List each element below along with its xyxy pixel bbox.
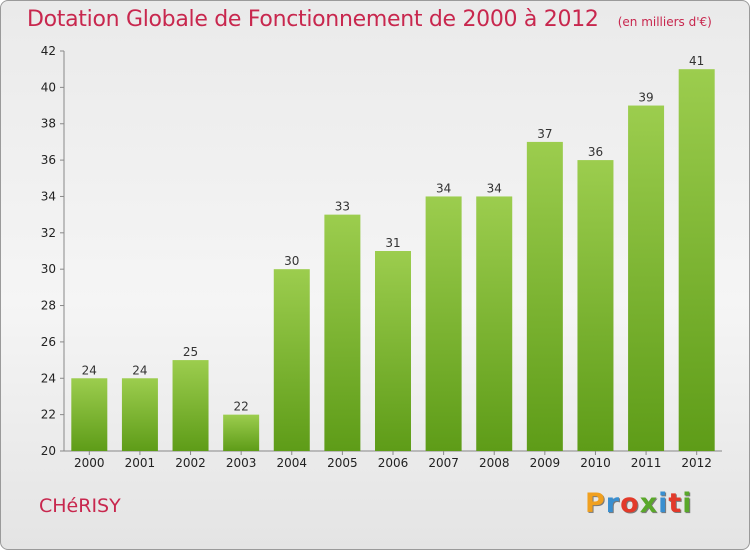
- x-tick-label: 2008: [479, 456, 510, 470]
- y-tick-label: 26: [41, 335, 56, 349]
- bar-value-label: 24: [132, 363, 147, 377]
- x-tick-label: 2009: [530, 456, 561, 470]
- bar: [172, 360, 209, 451]
- chart-title: Dotation Globale de Fonctionnement de 20…: [27, 7, 599, 32]
- y-tick-label: 36: [41, 153, 56, 167]
- bar: [678, 69, 715, 451]
- commune-name: CHéRISY: [39, 495, 121, 517]
- bar: [324, 214, 361, 451]
- bar-value-label: 24: [82, 363, 97, 377]
- y-tick-label: 22: [41, 408, 56, 422]
- bar-value-label: 39: [638, 91, 653, 105]
- y-tick-label: 34: [41, 189, 56, 203]
- y-tick-label: 32: [41, 226, 56, 240]
- bar-value-label: 33: [335, 200, 350, 214]
- bar-value-label: 34: [487, 181, 502, 195]
- plot-area: 20 22 24 26 28 30 32 34 36 38 40 42 24 2000 24 2001 25 20…: [41, 44, 722, 470]
- chart-subtitle: (en milliers d'€): [617, 15, 712, 29]
- bar-value-label: 30: [284, 254, 299, 268]
- bar-value-label: 34: [436, 181, 451, 195]
- logo-letter: P: [585, 488, 606, 519]
- bar-value-label: 41: [689, 54, 704, 68]
- bar: [71, 378, 108, 451]
- logo-letter: x: [639, 488, 659, 519]
- x-tick-label: 2006: [378, 456, 409, 470]
- logo-letter: o: [620, 488, 640, 519]
- y-tick-label: 24: [41, 371, 56, 385]
- bar-value-label: 36: [588, 145, 603, 159]
- bar-value-label: 31: [385, 236, 400, 250]
- logo-letter: t: [668, 488, 683, 519]
- logo-letter: i: [658, 488, 669, 519]
- bar-value-label: 37: [537, 127, 552, 141]
- logo-letter: r: [605, 488, 621, 519]
- bar: [375, 251, 411, 451]
- y-tick-label: 38: [41, 117, 56, 131]
- x-tick-label: 2000: [74, 456, 105, 470]
- logo-letter: i: [682, 488, 693, 519]
- x-tick-label: 2010: [580, 456, 611, 470]
- bar: [476, 196, 513, 451]
- x-tick-label: 2004: [276, 456, 307, 470]
- bar: [273, 269, 310, 451]
- proxiti-logo[interactable]: Proxiti: [585, 488, 693, 519]
- x-tick-label: 2007: [428, 456, 459, 470]
- x-tick-label: 2002: [175, 456, 206, 470]
- x-tick-label: 2011: [631, 456, 662, 470]
- bar-value-label: 25: [183, 345, 198, 359]
- bar: [425, 196, 462, 451]
- bar: [223, 414, 260, 451]
- bar-value-label: 22: [234, 400, 249, 414]
- x-tick-label: 2005: [327, 456, 358, 470]
- y-tick-label: 28: [41, 299, 56, 313]
- x-tick-label: 2012: [681, 456, 712, 470]
- bar: [526, 141, 563, 451]
- bar: [628, 105, 665, 451]
- y-tick-label: 20: [41, 444, 56, 458]
- y-tick-label: 30: [41, 262, 56, 276]
- title-row: Dotation Globale de Fonctionnement de 20…: [27, 7, 712, 32]
- y-tick-label: 42: [41, 44, 56, 58]
- y-tick-label: 40: [41, 80, 56, 94]
- bar: [121, 378, 158, 451]
- x-tick-label: 2001: [125, 456, 156, 470]
- bar: [577, 160, 614, 451]
- x-tick-label: 2003: [226, 456, 257, 470]
